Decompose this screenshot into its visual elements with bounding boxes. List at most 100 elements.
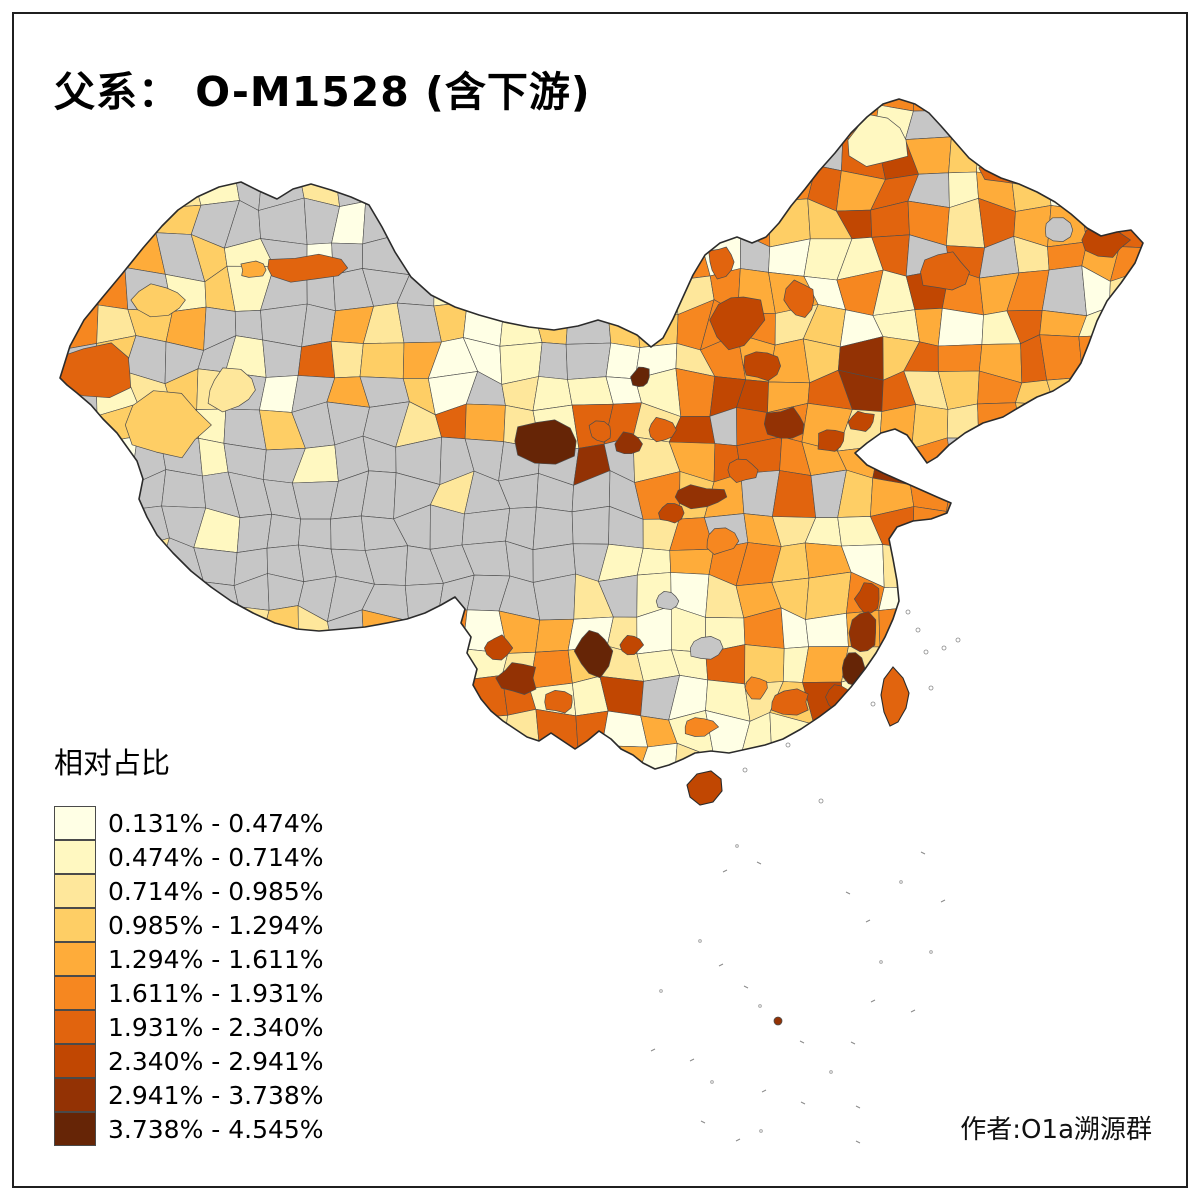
prefecture-cell [1116,753,1143,769]
prefecture-cell [127,571,160,616]
prefecture-cell [503,269,545,310]
prefecture-region [658,503,685,524]
prefecture-cell [981,607,1007,652]
legend-label: 0.714% - 0.985% [108,876,324,906]
coastal-islet [928,685,934,691]
prefecture-cell [362,746,406,769]
prefecture-cell [1111,376,1143,409]
prefecture-cell [495,163,544,215]
prefecture-cell [842,743,887,769]
prefecture-cell [1107,710,1143,758]
prefecture-cell [949,578,988,616]
prefecture-cell [543,237,571,275]
islet-speck [850,1041,856,1045]
prefecture-cell [335,133,368,180]
prefecture-cell [259,645,301,683]
prefecture-cell [734,102,775,146]
prefecture-cell [1077,579,1117,623]
prefecture-region [920,251,970,291]
prefecture-cell [60,438,61,477]
prefecture-cell [100,642,129,689]
islet-speck [855,1140,861,1144]
prefecture-cell [529,134,577,175]
prefecture-cell [495,135,540,179]
prefecture-cell [394,644,445,686]
prefecture-cell [937,707,985,751]
prefecture-cell [1044,99,1085,111]
prefecture-cell [60,200,97,240]
islet-speck [722,869,728,873]
islet-speck [940,899,946,903]
legend-swatch [54,1043,96,1078]
prefecture-cell [1050,639,1091,681]
prefecture-cell [262,139,303,170]
prefecture-region [614,431,643,455]
prefecture-cell [1046,439,1091,485]
prefecture-cell [100,138,135,179]
south-china-sea-islands [650,844,946,1144]
legend-label: 1.611% - 1.931% [108,978,324,1008]
prefecture-cell [598,106,648,145]
prefecture-cell [465,167,511,211]
coastal-islet [742,767,748,773]
prefecture-cell [360,133,409,177]
prefecture-cell [636,547,672,576]
legend-item: 2.340% - 2.941% [54,1043,324,1078]
prefecture-cell [771,749,816,769]
prefecture-region [783,279,815,318]
prefecture-cell [464,403,506,443]
prefecture-cell [433,272,477,307]
prefecture-cell [1112,436,1143,485]
prefecture-cell [707,102,749,146]
prefecture-cell [1046,167,1090,210]
islet-speck [899,880,903,884]
legend-label: 0.985% - 1.294% [108,910,324,940]
prefecture-cell [946,437,980,483]
prefecture-cell [707,140,749,177]
prefecture-cell [297,340,336,379]
prefecture-cell [1078,99,1113,111]
legend-label: 0.131% - 0.474% [108,808,324,838]
islet-speck [759,1129,763,1133]
prefecture-cell [671,166,716,215]
prefecture-cell [598,171,643,207]
prefecture-cell [60,231,97,280]
prefecture-cell [607,265,640,309]
prefecture-cell [668,107,713,141]
prefecture-cell [1052,506,1084,555]
prefecture-cell [810,749,852,769]
prefecture-cell [434,129,477,169]
prefecture-cell [910,473,954,512]
prefecture-cell [643,99,679,109]
prefecture-region [495,662,537,695]
prefecture-cell [60,164,62,212]
prefecture-cell [431,743,475,769]
prefecture-cell [60,508,101,549]
legend-swatch [54,839,96,874]
prefecture-cell [156,130,205,173]
legend-label: 0.474% - 0.714% [108,842,324,872]
prefecture-cell [979,642,1009,678]
prefecture-cell [1147,541,1189,585]
prefecture-cell [156,167,202,209]
prefecture-cell [535,618,575,653]
prefecture-cell [1145,606,1189,647]
prefecture-cell [906,677,951,714]
prefecture-cell [948,136,979,174]
prefecture-cell [598,239,641,267]
prefecture-cell [1141,469,1143,513]
prefecture-cell [60,200,62,240]
prefecture-cell [879,404,917,449]
prefecture-cell [972,104,1012,141]
legend-swatch [54,805,96,840]
prefecture-cell [60,265,69,305]
prefecture-cell [675,367,716,417]
islet-speck [659,989,663,993]
prefecture-cell [538,163,577,215]
prefecture-cell [972,99,1014,109]
prefecture-cell [976,436,1023,483]
prefecture-cell [532,506,574,551]
prefecture-cell [598,201,641,242]
prefecture-cell [503,708,540,751]
prefecture-cell [404,582,444,622]
